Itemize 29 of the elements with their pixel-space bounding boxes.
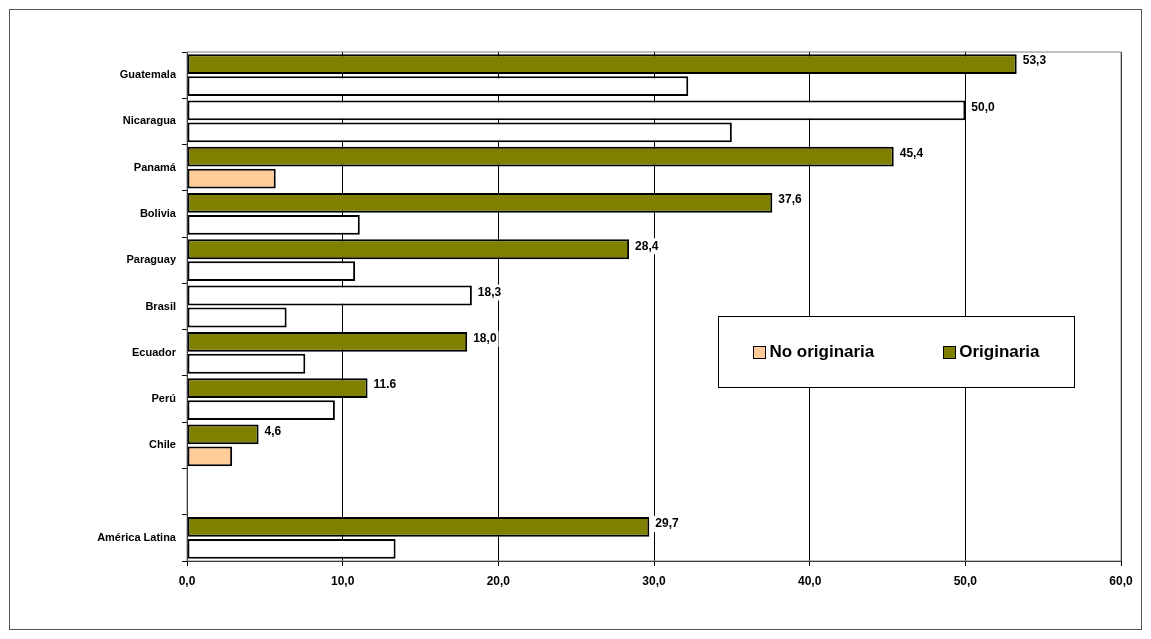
y-tick-label: Perú (151, 392, 176, 405)
legend-label: Originaria (959, 342, 1040, 362)
legend-label: No originaria (769, 342, 875, 362)
y-tick-label: Ecuador (131, 345, 177, 358)
data-label: 4,6 (264, 423, 282, 438)
data-label: 28,4 (635, 238, 659, 253)
data-label: 18,0 (473, 331, 497, 346)
y-tick-label: Guatemala (119, 68, 177, 81)
data-label: 29,7 (655, 516, 680, 531)
data-label: 18,3 (477, 284, 502, 299)
x-tick-label: 40,0 (797, 573, 822, 588)
data-label: 53,3 (1022, 53, 1047, 68)
x-tick-label: 10,0 (330, 573, 355, 588)
y-tick-label: Brasil (145, 299, 176, 312)
y-tick-label: Panamá (133, 160, 177, 173)
data-label: 37,6 (778, 192, 802, 207)
y-tick-label: Chile (149, 438, 176, 451)
x-tick-label: 20,0 (486, 573, 511, 588)
x-tick-label: 0,0 (178, 573, 196, 588)
y-tick-label: Bolivia (139, 206, 177, 219)
y-tick-label: América Latina (97, 530, 177, 543)
x-tick-label: 50,0 (953, 573, 978, 588)
x-tick-label: 60,0 (1109, 573, 1133, 588)
x-tick-label: 30,0 (642, 573, 666, 588)
data-label: 11.6 (373, 377, 397, 392)
data-label: 45,4 (899, 146, 924, 160)
y-tick-label: Nicaragua (122, 114, 177, 127)
data-label: 50,0 (971, 99, 996, 114)
y-tick-label: Paraguay (126, 253, 177, 266)
